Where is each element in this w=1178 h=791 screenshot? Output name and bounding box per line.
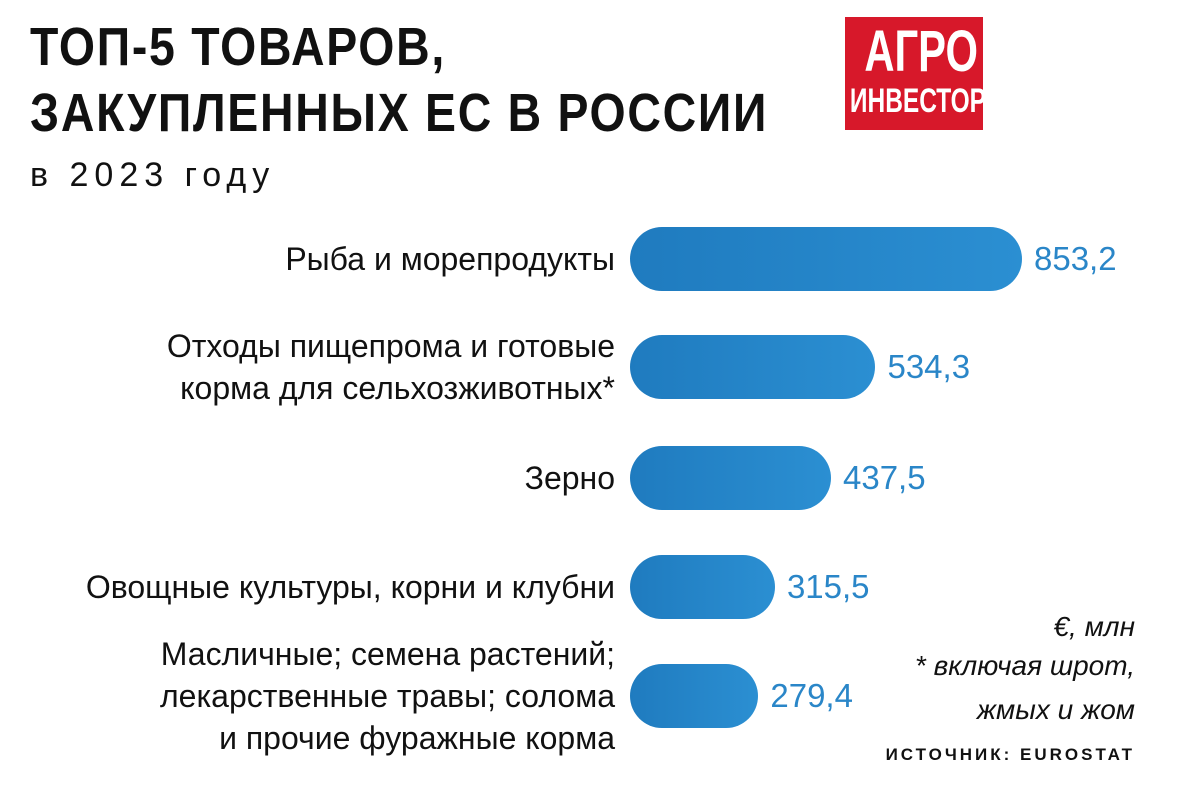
bar bbox=[630, 335, 876, 399]
category-label: Отходы пищепрома и готовые корма для сел… bbox=[166, 328, 615, 406]
category-label: Рыба и морепродукты bbox=[285, 241, 615, 277]
bar bbox=[630, 555, 775, 619]
footnote: * включая шрот, жмых и жом bbox=[914, 650, 1135, 725]
bar bbox=[630, 227, 1022, 291]
logo-line: АГРО bbox=[864, 19, 978, 84]
chart-title: ТОП-5 ТОВАРОВ, ЗАКУПЛЕННЫХ ЕС В РОССИИ bbox=[30, 17, 769, 143]
value-label: 437,5 bbox=[843, 459, 926, 496]
logo-line: ИНВЕСТОР bbox=[849, 82, 986, 120]
source: ИСТОЧНИК: EUROSTAT bbox=[885, 745, 1135, 764]
chart-subtitle: в 2023 году bbox=[30, 156, 276, 194]
value-label: 534,3 bbox=[887, 348, 971, 385]
value-label: 315,5 bbox=[786, 568, 870, 605]
value-label: 279,4 bbox=[770, 677, 853, 714]
logo: АГРО ИНВЕСТОР bbox=[845, 17, 986, 130]
unit-note: €, млн bbox=[1053, 611, 1135, 642]
category-label: Масличные; семена растений; лекарственны… bbox=[160, 636, 615, 756]
bar bbox=[630, 446, 831, 510]
bar bbox=[630, 664, 759, 728]
value-label: 853,2 bbox=[1034, 240, 1117, 277]
category-label: Овощные культуры, корни и клубни bbox=[85, 569, 615, 605]
category-label: Зерно bbox=[524, 460, 615, 496]
